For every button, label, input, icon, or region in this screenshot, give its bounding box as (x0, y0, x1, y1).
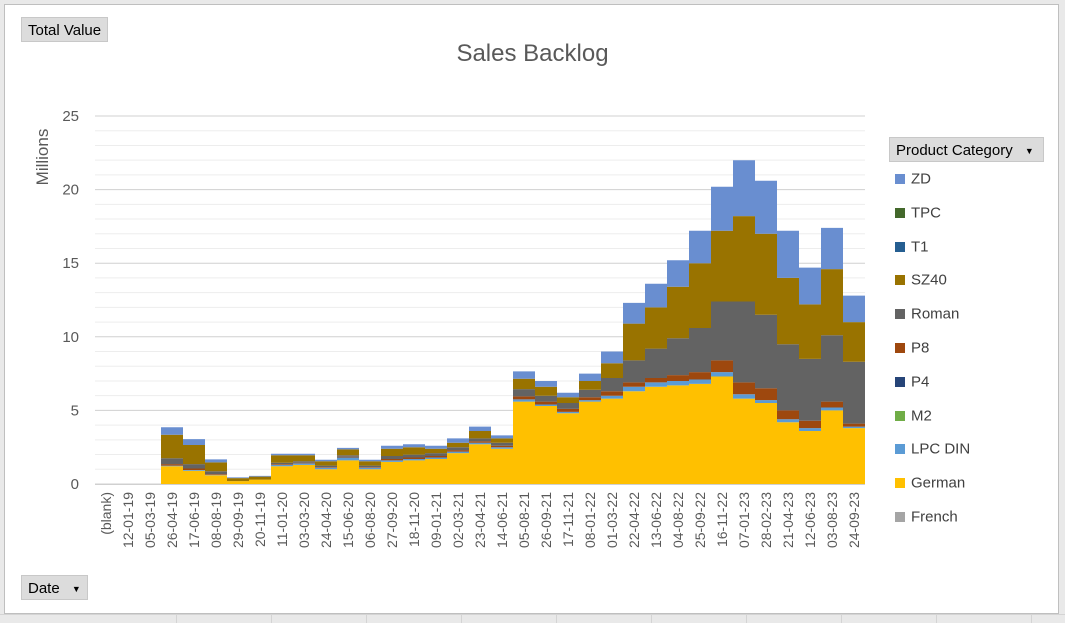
legend-label: SZ40 (911, 271, 947, 289)
legend-label: M2 (911, 407, 932, 425)
legend-item-french[interactable]: French (895, 508, 958, 526)
legend-swatch (895, 309, 905, 320)
x-tick-label: 08-08-19 (208, 492, 224, 548)
x-tick-label: 27-09-20 (384, 492, 400, 548)
x-tick-label: 05-03-19 (142, 492, 158, 548)
x-tick-label: 12-06-23 (802, 492, 818, 548)
legend-item-tpc[interactable]: TPC (895, 204, 941, 222)
legend-item-lpc-din[interactable]: LPC DIN (895, 440, 971, 458)
legend-item-german[interactable]: German (895, 474, 966, 492)
x-tick-label: (blank) (98, 492, 114, 535)
x-tick-label: 11-01-20 (274, 492, 290, 547)
x-axis-ticks: (blank) 12-01-19 05-03-19 26-04-19 17-06-19 0… (98, 492, 862, 548)
x-tick-label: 09-01-21 (428, 492, 444, 548)
total-value-label: Total Value (28, 22, 102, 39)
legend-label: TPC (911, 204, 941, 222)
legend-swatch (895, 478, 905, 489)
x-tick-label: 21-04-23 (780, 492, 796, 548)
x-tick-label: 07-01-23 (736, 492, 752, 548)
legend-label: P4 (911, 373, 930, 391)
y-tick-label: 10 (62, 329, 79, 346)
pivot-chart[interactable]: Total Value Sales Backlog 0 5 10 15 20 25 (bl… (4, 4, 1059, 614)
legend-swatch (895, 275, 905, 286)
x-tick-label: 25-09-22 (692, 492, 708, 548)
x-tick-label: 03-08-23 (824, 492, 840, 548)
y-tick-label: 5 (71, 402, 79, 419)
product-category-field-button[interactable]: Product Category ▼ (889, 137, 1044, 162)
stacked-areas (95, 160, 865, 485)
x-tick-label: 13-06-22 (648, 492, 664, 548)
legend-item-m2[interactable]: M2 (895, 407, 932, 425)
y-axis-ticks: 0 5 10 15 20 25 (62, 108, 79, 493)
x-tick-label: 23-04-21 (472, 492, 488, 548)
x-tick-label: 29-09-19 (230, 492, 246, 548)
y-axis-label: Millions (33, 129, 52, 186)
legend-label: German (911, 474, 966, 492)
x-tick-label: 20-11-19 (252, 492, 268, 547)
legend-swatch (895, 410, 905, 421)
x-tick-label: 12-01-19 (120, 492, 136, 548)
legend-item-p4[interactable]: P4 (895, 373, 930, 391)
x-tick-label: 28-02-23 (758, 492, 774, 548)
legend-label: LPC DIN (911, 440, 971, 458)
y-tick-label: 20 (62, 182, 79, 199)
legend-swatch (895, 207, 905, 218)
product-category-label: Product Category (896, 142, 1013, 159)
series-area-roman (95, 301, 865, 484)
x-tick-label: 26-09-21 (538, 492, 554, 548)
legend-item-t1[interactable]: T1 (895, 238, 929, 256)
series-area-german (95, 376, 865, 484)
total-value-field-button[interactable]: Total Value (21, 17, 109, 42)
x-tick-label: 17-06-19 (186, 492, 202, 548)
date-field-button[interactable]: Date ▼ (21, 575, 88, 600)
legend-swatch (895, 343, 905, 354)
x-tick-label: 08-01-22 (582, 492, 598, 548)
x-tick-label: 06-08-20 (362, 492, 378, 548)
x-tick-label: 02-03-21 (450, 492, 466, 548)
x-tick-label: 22-04-22 (626, 492, 642, 548)
legend-label: Roman (911, 305, 960, 323)
legend-item-roman[interactable]: Roman (895, 305, 960, 323)
date-label: Date (28, 580, 60, 597)
x-tick-label: 17-11-21 (560, 492, 576, 547)
y-tick-label: 0 (71, 476, 79, 493)
dropdown-arrow-icon: ▼ (71, 583, 81, 594)
x-tick-label: 16-11-22 (714, 492, 730, 547)
legend-item-p8[interactable]: P8 (895, 339, 930, 357)
legend-item-zd[interactable]: ZD (895, 170, 931, 188)
legend-swatch (895, 376, 905, 387)
legend-swatch (895, 174, 905, 185)
x-tick-label: 03-03-20 (296, 492, 312, 548)
legend-swatch (895, 241, 905, 252)
x-tick-label: 24-04-20 (318, 492, 334, 548)
series-area-sz40 (95, 216, 865, 484)
x-tick-label: 14-06-21 (494, 492, 510, 548)
x-tick-label: 15-06-20 (340, 492, 356, 548)
x-tick-label: 26-04-19 (164, 492, 180, 548)
x-tick-label: 01-03-22 (604, 492, 620, 548)
legend-item-sz40[interactable]: SZ40 (895, 271, 947, 289)
y-tick-label: 15 (62, 255, 79, 272)
legend-label: T1 (911, 238, 929, 256)
legend-swatch (895, 512, 905, 523)
legend-label: P8 (911, 339, 930, 357)
chart-title: Sales Backlog (456, 40, 609, 67)
plot-area: 0 5 10 15 20 25 (blank) 12-01-19 05-03-19 26-04-… (33, 108, 865, 548)
legend-label: ZD (911, 170, 931, 188)
x-tick-label: 04-08-22 (670, 492, 686, 548)
x-tick-label: 24-09-23 (846, 492, 862, 548)
legend-swatch (895, 444, 905, 455)
x-tick-label: 18-11-20 (406, 492, 422, 547)
x-tick-label: 05-08-21 (516, 492, 532, 548)
dropdown-arrow-icon: ▼ (1024, 145, 1034, 156)
y-tick-label: 25 (62, 108, 79, 125)
legend-label: French (911, 508, 958, 526)
